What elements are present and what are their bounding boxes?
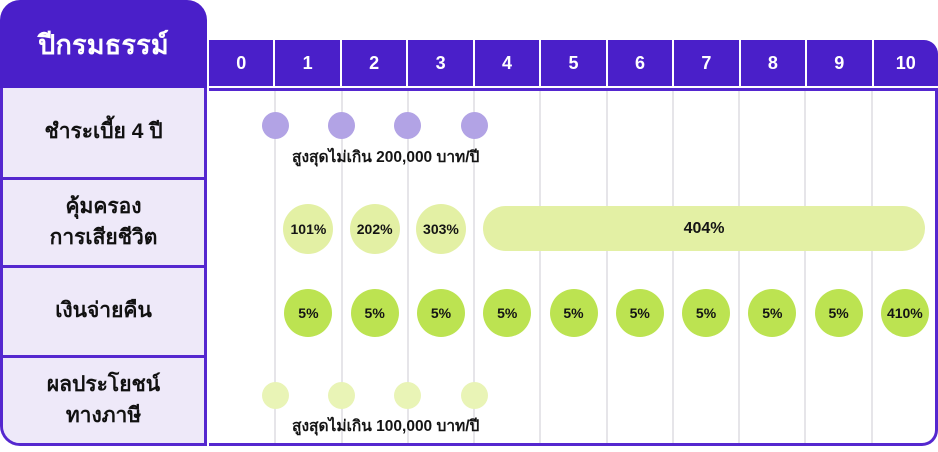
year-gridline-2 bbox=[340, 91, 343, 443]
benefit-timeline-grid: สูงสุดไม่เกิน 200,000 บาท/ปี 101% 202% 303%… bbox=[209, 88, 938, 446]
year-cell-9: 9 bbox=[805, 40, 871, 86]
cash-back-circle-year-2: 5% bbox=[350, 289, 399, 337]
year-cell-0: 0 bbox=[236, 52, 247, 73]
death-coverage-circle-year-1: 101% bbox=[283, 204, 334, 254]
cash-back-circle-year-6: 5% bbox=[615, 289, 664, 337]
cash-back-circle-year-8: 5% bbox=[748, 289, 797, 337]
year-cell-4: 4 bbox=[472, 40, 539, 86]
premium-max-note: สูงสุดไม่เกิน 200,000 บาท/ปี bbox=[292, 149, 480, 166]
premium-dot-3 bbox=[394, 111, 422, 139]
year-gridline-10 bbox=[870, 91, 873, 443]
cash-back-circle-year-1: 5% bbox=[284, 289, 333, 337]
cash-back-circle-year-3: 5% bbox=[416, 289, 465, 337]
year-cell-8: 8 bbox=[738, 40, 805, 86]
year-cell-2: 2 bbox=[339, 40, 406, 86]
year-cell-3: 3 bbox=[406, 40, 472, 86]
tax-benefit-dot-2 bbox=[328, 381, 356, 409]
cash-back-circle-year-4: 5% bbox=[483, 289, 532, 337]
row-label-tax-benefit: ผลประโยชน์ ทางภาษี bbox=[3, 358, 204, 443]
year-cell-1: 1 bbox=[273, 40, 339, 86]
death-coverage-pill: 404% bbox=[483, 206, 925, 251]
year-gridline-6 bbox=[605, 91, 608, 443]
row-label-death-coverage-line2: การเสียชีวิต bbox=[49, 225, 158, 249]
policy-year-title: ปีกรมธรรม์ bbox=[38, 29, 169, 60]
row-label-tax-benefit-line1: ผลประโยชน์ bbox=[46, 373, 161, 397]
year-gridline-1 bbox=[274, 91, 277, 443]
death-coverage-circle-year-3: 303% bbox=[415, 204, 466, 254]
row-label-premium: ชำระเบี้ย 4 ปี bbox=[3, 88, 204, 180]
row-label-cash-back-text: เงินจ่ายคืน bbox=[55, 299, 152, 323]
premium-dot-1 bbox=[261, 111, 289, 139]
row-label-tax-benefit-line2: ทางภาษี bbox=[65, 403, 142, 427]
tax-benefit-dot-4 bbox=[460, 381, 488, 409]
policy-year-axis: 0 1 2 3 4 5 6 7 8 9 10 bbox=[209, 40, 938, 86]
year-gridline-8 bbox=[738, 91, 741, 443]
death-coverage-circle-year-2: 202% bbox=[349, 204, 400, 254]
tax-benefit-max-note: สูงสุดไม่เกิน 100,000 บาท/ปี bbox=[292, 418, 480, 435]
cash-back-circle-year-9: 5% bbox=[814, 289, 863, 337]
year-cell-7: 7 bbox=[672, 40, 738, 86]
premium-dot-4 bbox=[460, 111, 488, 139]
policy-year-header-box: ปีกรมธรรม์ bbox=[0, 0, 207, 88]
row-label-death-coverage-line1: คุ้มครอง bbox=[65, 195, 142, 219]
cash-back-circle-year-7: 5% bbox=[682, 289, 731, 337]
row-label-premium-text: ชำระเบี้ย 4 ปี bbox=[44, 120, 163, 144]
row-label-cash-back: เงินจ่ายคืน bbox=[3, 268, 204, 358]
year-gridline-5 bbox=[539, 91, 542, 443]
year-gridline-3 bbox=[406, 91, 409, 443]
year-gridline-9 bbox=[804, 91, 807, 443]
year-cell-5: 5 bbox=[539, 40, 605, 86]
cash-back-circle-year-5: 5% bbox=[549, 289, 598, 337]
year-cell-6: 6 bbox=[605, 40, 672, 86]
year-gridline-7 bbox=[671, 91, 674, 443]
year-gridline-4 bbox=[473, 91, 476, 443]
year-cell-10: 10 bbox=[871, 40, 938, 86]
premium-dot-2 bbox=[328, 111, 356, 139]
cash-back-circle-year-10: 410% bbox=[880, 289, 929, 337]
row-label-death-coverage: คุ้มครอง การเสียชีวิต bbox=[3, 180, 204, 268]
benefit-labels-column: ชำระเบี้ย 4 ปี คุ้มครอง การเสียชีวิต เงิ… bbox=[0, 88, 207, 446]
tax-benefit-dot-3 bbox=[394, 381, 422, 409]
tax-benefit-dot-1 bbox=[261, 381, 289, 409]
